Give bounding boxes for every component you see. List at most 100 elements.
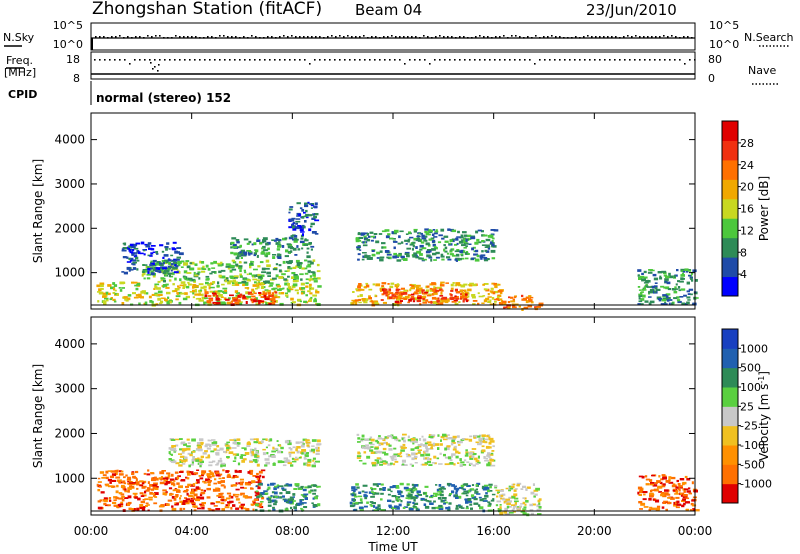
power-data-cell <box>309 297 313 301</box>
velocity-data-cell <box>397 453 402 455</box>
power-data-cell <box>139 296 144 299</box>
power-data-cell <box>273 300 278 303</box>
velocity-data-cell <box>287 498 290 501</box>
velocity-data-cell <box>645 483 650 486</box>
power-data-cell <box>680 277 684 281</box>
power-data-cell <box>294 277 299 280</box>
velocity-data-cell <box>116 505 122 508</box>
nsearch-trace-point <box>447 36 449 38</box>
velocity-data-cell <box>451 442 456 444</box>
power-data-cell <box>267 251 271 255</box>
power-data-cell <box>358 301 362 304</box>
velocity-data-cell <box>235 482 238 485</box>
power-data-cell <box>389 237 394 240</box>
power-data-cell <box>313 215 317 219</box>
velocity-data-cell <box>178 453 183 455</box>
power-data-cell <box>262 239 266 242</box>
power-data-cell <box>133 247 139 250</box>
power-data-cell <box>426 254 431 258</box>
velocity-data-cell <box>400 495 405 498</box>
power-y-axis-label: Slant Range [km] <box>31 159 45 263</box>
power-data-cell <box>279 253 282 257</box>
power-colorbar-segment <box>722 237 738 258</box>
power-data-cell <box>512 298 515 301</box>
power-data-cell <box>240 257 243 259</box>
velocity-data-cell <box>376 507 381 510</box>
velocity-data-cell <box>511 509 514 512</box>
velocity-data-cell <box>435 506 438 509</box>
velocity-data-cell <box>240 481 243 484</box>
power-data-cell <box>301 291 305 293</box>
power-data-cell <box>428 229 432 231</box>
velocity-data-cell <box>401 437 404 441</box>
velocity-data-cell <box>159 481 165 485</box>
power-data-cell <box>410 295 415 298</box>
power-data-cell <box>454 284 457 287</box>
velocity-data-cell <box>488 454 494 456</box>
power-data-cell <box>400 293 404 295</box>
power-data-cell <box>313 276 316 279</box>
power-data-cell <box>251 295 256 298</box>
velocity-data-cell <box>440 499 444 503</box>
velocity-data-cell <box>307 445 311 448</box>
velocity-data-cell <box>519 505 523 508</box>
velocity-data-cell <box>215 452 220 455</box>
velocity-data-cell <box>352 492 355 494</box>
power-data-cell <box>523 306 529 309</box>
power-data-cell <box>147 267 151 271</box>
velocity-data-cell <box>648 497 652 501</box>
velocity-data-cell <box>355 483 359 486</box>
power-data-cell <box>467 253 470 255</box>
nsearch-trace-point <box>295 36 297 38</box>
power-data-cell <box>378 233 383 235</box>
power-data-cell <box>356 289 361 292</box>
power-data-cell <box>218 294 223 297</box>
velocity-data-cell <box>168 447 172 450</box>
velocity-data-cell <box>413 498 416 502</box>
nsearch-trace-point <box>487 36 489 38</box>
power-data-cell <box>477 229 482 232</box>
power-data-cell <box>437 241 442 244</box>
power-data-cell <box>232 297 238 300</box>
power-data-cell <box>166 260 169 264</box>
nave-trace-point <box>184 59 186 61</box>
power-data-cell <box>180 260 185 263</box>
velocity-data-cell <box>257 504 262 508</box>
power-data-cell <box>397 297 402 300</box>
power-data-cell <box>200 261 205 264</box>
power-data-cell <box>440 297 444 300</box>
velocity-data-cell <box>443 502 446 505</box>
power-data-cell <box>640 292 643 295</box>
power-data-cell <box>434 288 437 290</box>
velocity-data-cell <box>299 499 304 501</box>
power-data-cell <box>112 292 116 294</box>
power-data-cell <box>131 253 135 256</box>
power-data-cell <box>216 300 220 304</box>
velocity-data-cell <box>535 487 540 491</box>
velocity-data-cell <box>195 459 200 462</box>
power-data-cell <box>245 295 249 298</box>
power-data-cell <box>413 292 416 295</box>
power-data-cell <box>112 282 116 285</box>
nsearch-trace-point <box>251 35 253 37</box>
power-data-cell <box>251 243 254 246</box>
velocity-data-cell <box>267 504 272 507</box>
power-data-cell <box>692 302 697 306</box>
velocity-data-cell <box>219 457 222 460</box>
power-data-cell <box>249 251 253 253</box>
power-data-cell <box>310 222 315 226</box>
power-data-cell <box>97 300 100 303</box>
velocity-data-cell <box>444 456 450 459</box>
velocity-data-cell <box>380 492 384 495</box>
nsearch-trace-point <box>451 36 453 38</box>
velocity-data-cell <box>302 438 307 441</box>
power-data-cell <box>673 297 678 300</box>
velocity-data-cell <box>536 504 541 508</box>
velocity-data-cell <box>682 498 686 501</box>
nave-trace-point <box>609 59 611 61</box>
power-data-cell <box>465 239 468 242</box>
power-data-cell <box>103 302 107 306</box>
velocity-data-cell <box>168 451 171 454</box>
power-data-cell <box>449 253 454 256</box>
velocity-data-cell <box>225 497 231 500</box>
